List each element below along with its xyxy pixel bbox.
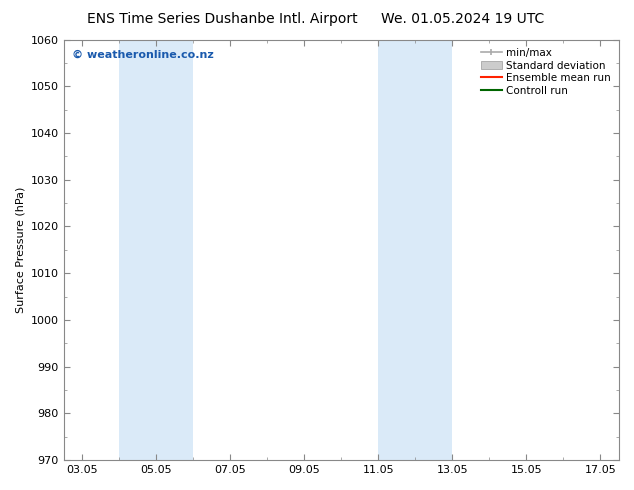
- Text: We. 01.05.2024 19 UTC: We. 01.05.2024 19 UTC: [381, 12, 545, 26]
- Bar: [119, 40, 193, 460]
- Text: ENS Time Series Dushanbe Intl. Airport: ENS Time Series Dushanbe Intl. Airport: [87, 12, 357, 26]
- Text: © weatheronline.co.nz: © weatheronline.co.nz: [72, 50, 214, 60]
- Bar: [378, 40, 453, 460]
- Y-axis label: Surface Pressure (hPa): Surface Pressure (hPa): [15, 187, 25, 313]
- Legend: min/max, Standard deviation, Ensemble mean run, Controll run: min/max, Standard deviation, Ensemble me…: [478, 45, 614, 99]
